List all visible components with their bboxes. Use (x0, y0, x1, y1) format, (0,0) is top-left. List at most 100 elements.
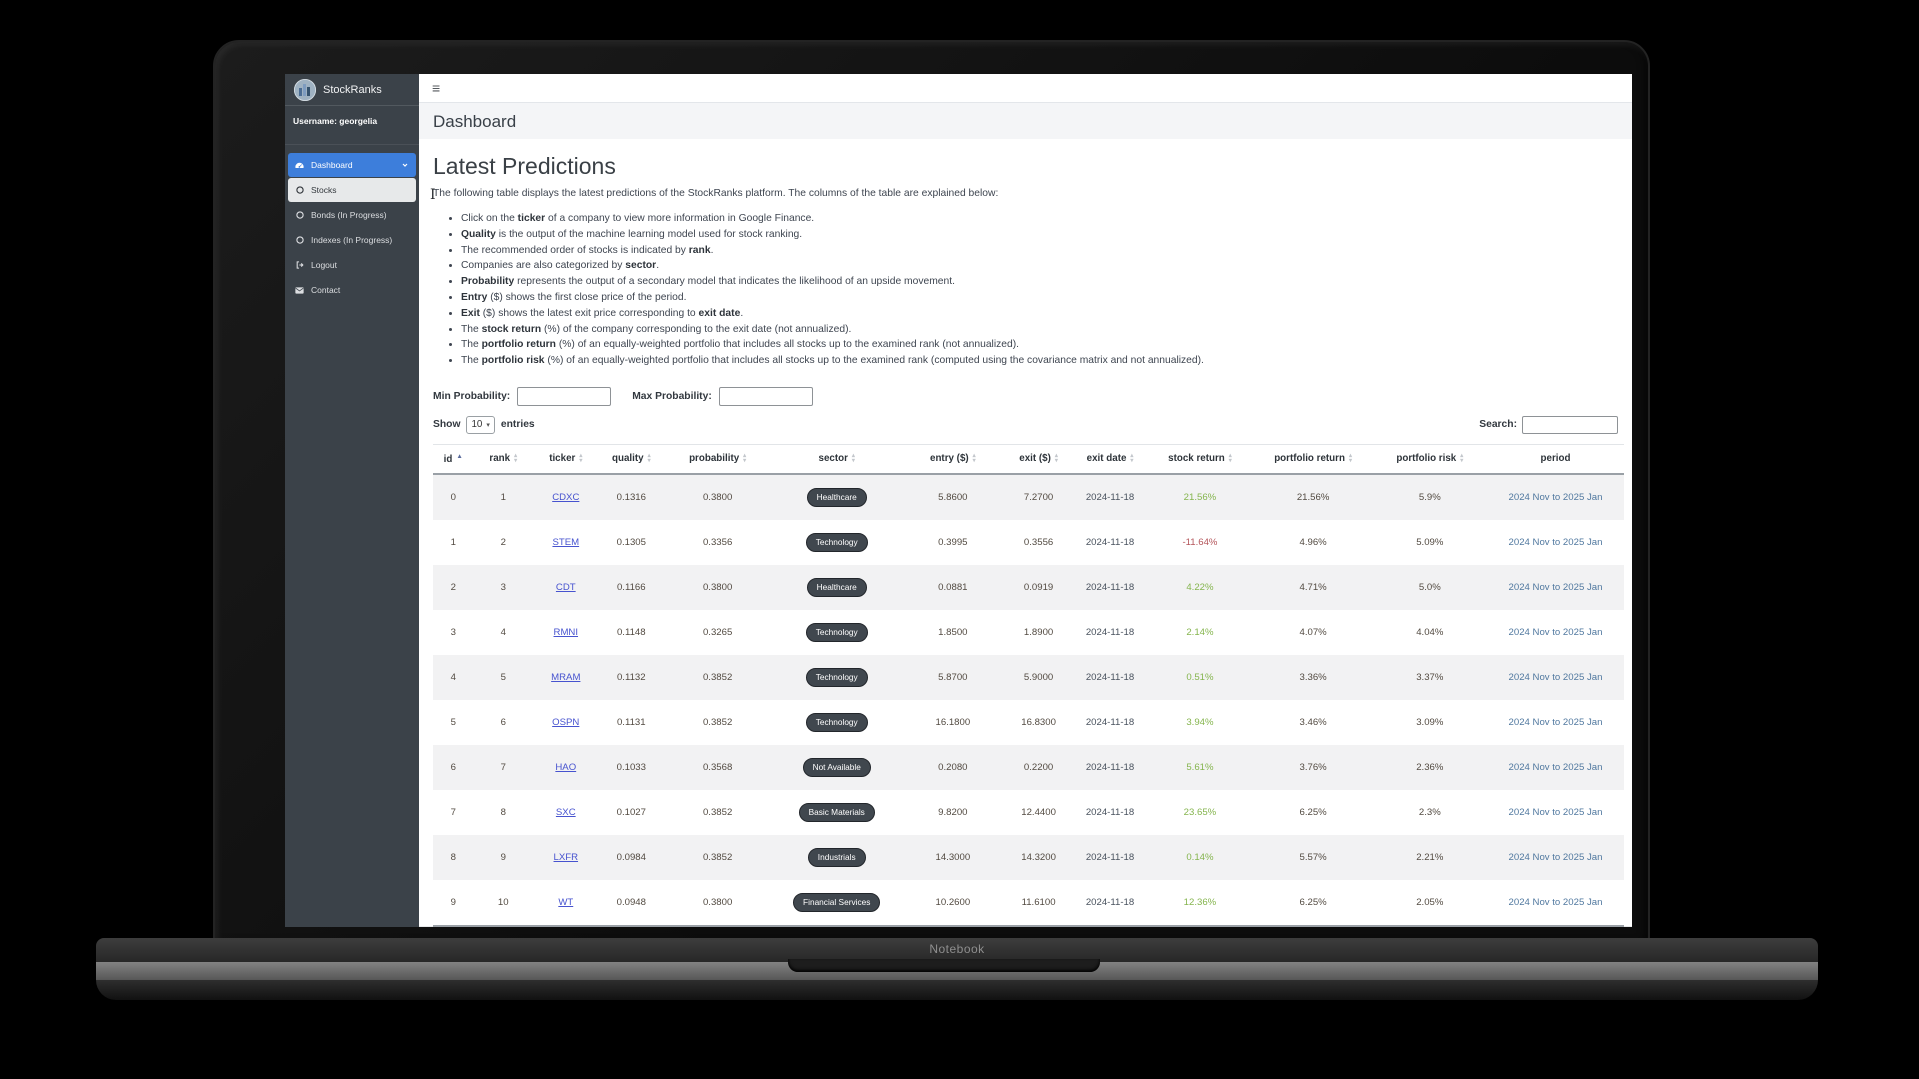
menu-toggle-button[interactable]: ≡ (432, 80, 441, 96)
top-navbar: ≡ (419, 74, 1632, 103)
brand-link[interactable]: StockRanks (285, 74, 419, 106)
column-label: portfolio risk (1396, 453, 1457, 465)
cell-ticker: HAO (533, 745, 599, 790)
cell-sector: Technology (771, 700, 902, 745)
bullet-item: The recommended order of stocks is indic… (461, 243, 1624, 259)
table-row: 8 9 LXFR 0.0984 0.3852 Industrials 14.3000 14.3… (433, 834, 1624, 880)
main-area: ≡ Dashboard I Latest Predictions The fol… (419, 74, 1632, 927)
column-header-rank[interactable]: rank ▴ ▾ (473, 443, 534, 475)
circle-icon (294, 210, 305, 220)
sidebar-item-label: Bonds (In Progress) (311, 210, 387, 220)
cell-portfolio-return: 6.25% (1253, 879, 1373, 927)
sidebar-item-bonds[interactable]: Bonds (In Progress) (288, 203, 416, 227)
cell-id: 9 (433, 879, 474, 927)
cell-period: 2024 Nov to 2025 Jan (1486, 879, 1624, 927)
content-card: I Latest Predictions The following table… (419, 139, 1632, 927)
column-header-id[interactable]: id ▲ (433, 443, 474, 475)
cell-id: 3 (450, 626, 456, 638)
brand-title: StockRanks (323, 83, 382, 96)
column-header-quality[interactable]: quality ▴ ▾ (598, 443, 665, 475)
cell-portfolio-risk: 5.09% (1416, 536, 1444, 548)
ticker-link[interactable]: WT (558, 896, 574, 908)
cell-quality: 0.1148 (616, 626, 646, 638)
cell-rank: 5 (500, 671, 506, 683)
column-header-entry[interactable]: entry ($) ▴ ▾ (902, 443, 1004, 475)
column-label: probability (689, 453, 740, 465)
cell-portfolio-risk: 5.0% (1418, 581, 1441, 593)
bullet-item: Quality is the output of the machine lea… (461, 227, 1624, 243)
column-header-period[interactable]: period (1486, 443, 1624, 475)
cell-probability: 0.3356 (702, 536, 733, 548)
ticker-link[interactable]: HAO (555, 761, 577, 773)
sidebar-item-logout[interactable]: Logout (288, 253, 416, 277)
cell-entry: 0.0881 (938, 581, 968, 593)
cell-probability: 0.3800 (702, 581, 733, 593)
column-header-ticker[interactable]: ticker ▴ ▾ (533, 443, 599, 475)
laptop-base-bottom (96, 980, 1818, 1000)
cell-stock-return: 0.14% (1186, 851, 1214, 863)
sort-icon: ▴ ▾ (647, 453, 651, 464)
column-label: sector (818, 453, 848, 465)
cell-period: 2024 Nov to 2025 Jan (1508, 626, 1603, 638)
sidebar-item-stocks[interactable]: Stocks (288, 178, 416, 202)
min-probability-input[interactable] (517, 386, 612, 406)
sector-badge: Technology (805, 622, 868, 642)
ticker-link[interactable]: RMNI (553, 626, 579, 638)
column-header-stock-return[interactable]: stock return ▴ ▾ (1146, 443, 1254, 475)
cell-stock-return: 4.22% (1186, 581, 1214, 593)
column-header-sector[interactable]: sector ▴ ▾ (771, 443, 903, 475)
ticker-link[interactable]: CDT (555, 581, 576, 593)
column-header-exit[interactable]: exit ($) ▴ ▾ (1003, 443, 1074, 475)
ticker-link[interactable]: SXC (555, 806, 576, 818)
sector-badge: Technology (805, 532, 868, 552)
ticker-link[interactable]: LXFR (553, 851, 579, 863)
cell-rank: 6 (500, 716, 506, 728)
cell-quality: 0.1305 (616, 536, 646, 548)
sidebar-item-label: Contact (311, 285, 341, 295)
cell-quality: 0.0948 (598, 879, 665, 927)
cell-ticker: LXFR (533, 835, 599, 880)
cell-period: 2024 Nov to 2025 Jan (1508, 716, 1603, 728)
cell-period: 2024 Nov to 2025 Jan (1508, 491, 1603, 503)
cell-portfolio-risk: 2.36% (1416, 761, 1444, 773)
cell-exit-date: 2024-11-18 (1073, 879, 1147, 927)
sector-badge: Financial Services (793, 892, 881, 912)
cell-probability: 0.3852 (702, 716, 733, 728)
cell-sector: Industrials (771, 835, 902, 880)
ticker-link[interactable]: STEM (552, 536, 580, 548)
sort-icon: ▴ ▾ (579, 453, 583, 464)
sort-ascending-icon: ▲ (456, 452, 463, 460)
cell-portfolio-return: 5.57% (1299, 851, 1327, 863)
cell-id: 7 (450, 806, 456, 818)
cell-portfolio-risk: 2.21% (1416, 851, 1444, 863)
ticker-link[interactable]: OSPN (552, 716, 580, 728)
ticker-link[interactable]: CDXC (552, 491, 580, 503)
cell-portfolio-return: 4.96% (1299, 536, 1327, 548)
tachometer-icon (294, 160, 305, 171)
table-row: 2 3 CDT 0.1166 0.3800 Healthcare 0.0881 0.0919 2… (433, 564, 1624, 610)
column-header-probability[interactable]: probability ▴ ▾ (664, 443, 772, 475)
column-header-portfolio-risk[interactable]: portfolio risk ▴ ▾ (1372, 443, 1487, 475)
table-controls: Show 10 ▾ entries Search: (433, 415, 1624, 434)
sidebar-item-contact[interactable]: Contact (288, 278, 416, 302)
ticker-link[interactable]: MRAM (551, 671, 581, 683)
column-label: exit ($) (1019, 453, 1051, 465)
max-probability-input[interactable] (718, 386, 813, 406)
sector-badge: Industrials (807, 847, 866, 867)
sort-icon: ▴ ▾ (1130, 453, 1134, 464)
sector-badge: Healthcare (806, 487, 867, 507)
sidebar-item-dashboard[interactable]: Dashboard (288, 153, 416, 177)
sidebar-item-indexes[interactable]: Indexes (In Progress) (288, 228, 416, 252)
sidebar-item-label: Dashboard (311, 160, 353, 170)
cell-sector: Healthcare (771, 474, 902, 520)
column-header-exit-date[interactable]: exit date ▴ ▾ (1073, 443, 1147, 475)
cell-exit: 7.2700 (1023, 491, 1054, 503)
column-header-portfolio-return[interactable]: portfolio return ▴ ▾ (1253, 443, 1373, 475)
cell-rank: 10 (473, 879, 534, 927)
bullet-item: The portfolio risk (%) of an equally-wei… (461, 353, 1624, 369)
page-size-select[interactable]: 10 ▾ (466, 415, 495, 434)
laptop-notch (788, 959, 1100, 972)
search-input[interactable] (1522, 415, 1618, 434)
chevron-down-icon (399, 161, 410, 169)
